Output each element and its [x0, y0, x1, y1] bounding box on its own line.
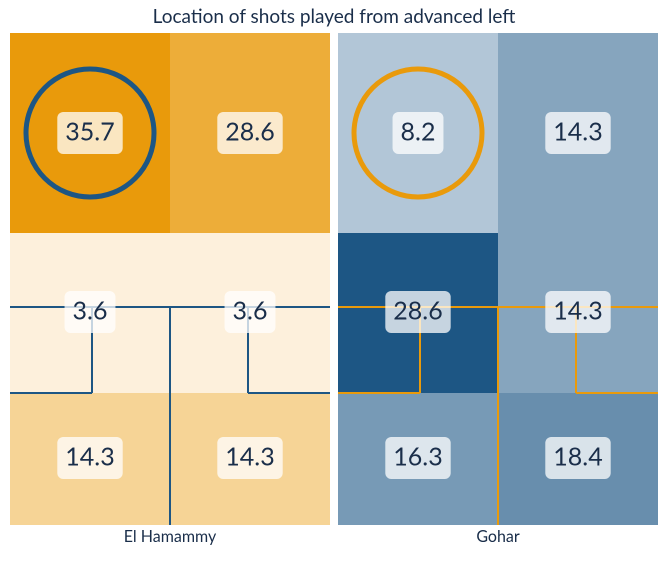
chart-title: Location of shots played from advanced l…: [153, 5, 516, 28]
highlight-circle: [23, 66, 157, 200]
label-box: [57, 112, 123, 154]
label-box: [217, 112, 283, 154]
value-label: 14.3: [225, 441, 274, 471]
value-label: 3.6: [233, 295, 268, 325]
panel-label: El Hamammy: [124, 527, 217, 546]
label-box: [217, 437, 283, 479]
value-label: 3.6: [73, 295, 108, 325]
label-box: [385, 291, 451, 333]
label-box: [392, 112, 444, 154]
value-label: 14.3: [65, 441, 114, 471]
value-label: 18.4: [553, 441, 602, 471]
value-label: 14.3: [553, 116, 602, 146]
value-label: 16.3: [393, 441, 442, 471]
label-box: [224, 291, 276, 333]
label-box: [545, 291, 611, 333]
label-box: [64, 291, 116, 333]
highlight-circle: [351, 66, 485, 200]
value-label: 28.6: [393, 295, 442, 325]
label-box: [545, 437, 611, 479]
value-label: 14.3: [553, 295, 602, 325]
value-label: 28.6: [225, 116, 274, 146]
label-box: [57, 437, 123, 479]
label-box: [545, 112, 611, 154]
value-label: 35.7: [65, 116, 114, 146]
value-label: 8.2: [401, 116, 436, 146]
label-box: [385, 437, 451, 479]
panel-label: Gohar: [476, 527, 520, 546]
